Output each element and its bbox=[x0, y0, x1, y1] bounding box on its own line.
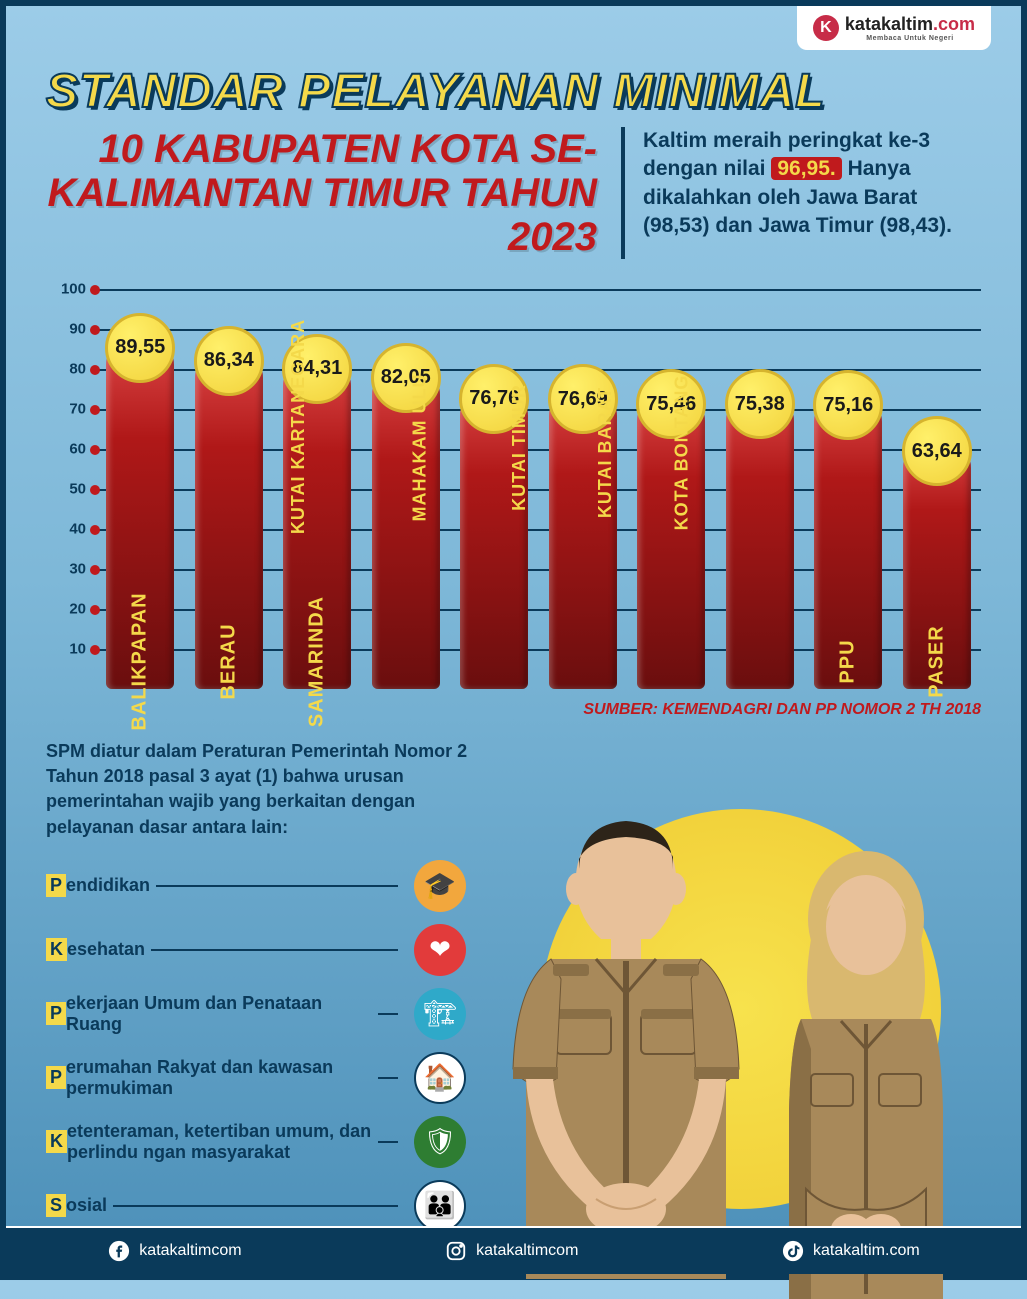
category-label: Sosial bbox=[46, 1182, 404, 1230]
bar-label: KUTAI BARAT bbox=[595, 387, 616, 518]
bar-paser: 63,64PASER bbox=[903, 434, 971, 689]
bar-value-badge: 89,55 bbox=[105, 313, 175, 383]
y-axis-label: 40 bbox=[46, 521, 86, 538]
footer-handle: katakaltimcom bbox=[476, 1242, 578, 1260]
category-label: Kesehatan bbox=[46, 926, 404, 974]
category-icon: 🏠 bbox=[414, 1052, 466, 1104]
y-axis-label: 100 bbox=[46, 281, 86, 298]
tiktok-icon bbox=[781, 1239, 805, 1263]
summary-text: Kaltim meraih peringkat ke-3 dengan nila… bbox=[621, 127, 981, 259]
bar-value-badge: 86,34 bbox=[194, 326, 264, 396]
bar-balikpapan: 89,55BALIKPAPAN bbox=[106, 331, 174, 689]
footer-handle: katakaltimcom bbox=[139, 1242, 241, 1260]
bar-value-badge: 63,64 bbox=[902, 416, 972, 486]
bar-value-badge: 75,16 bbox=[813, 370, 883, 440]
footer-facebook[interactable]: katakaltimcom bbox=[107, 1239, 241, 1263]
brand-text: katakaltim.com Membaca Untuk Negeri bbox=[845, 14, 975, 42]
y-axis-label: 30 bbox=[46, 561, 86, 578]
page-subtitle: 10 KABUPATEN KOTA SE-KALIMANTAN TIMUR TA… bbox=[46, 127, 597, 259]
y-axis-label: 10 bbox=[46, 641, 86, 658]
instagram-icon bbox=[444, 1239, 468, 1263]
spm-bar-chart: 102030405060708090100 89,55BALIKPAPAN86,… bbox=[46, 289, 981, 719]
category-icon: 🎓 bbox=[414, 860, 466, 912]
category-icon: 👪 bbox=[414, 1180, 466, 1232]
category-row: Ketenteraman, ketertiban umum, dan perli… bbox=[46, 1116, 466, 1168]
bar-value-badge: 75,38 bbox=[725, 369, 795, 439]
category-list: Pendidikan🎓Kesehatan❤Pekerjaan Umum dan … bbox=[46, 860, 466, 1232]
spm-description: SPM diatur dalam Peraturan Pemerintah No… bbox=[46, 739, 486, 840]
category-icon: 🏗 bbox=[414, 988, 466, 1040]
footer-handle: katakaltim.com bbox=[813, 1242, 920, 1260]
brand-badge: K katakaltim.com Membaca Untuk Negeri bbox=[797, 6, 991, 50]
y-axis-label: 90 bbox=[46, 321, 86, 338]
bar-label: KUTAI KARTANEGARA bbox=[288, 319, 309, 534]
category-row: Pekerjaan Umum dan Penataan Ruang🏗 bbox=[46, 988, 466, 1040]
footer-bar: katakaltimcom katakaltimcom katakaltim.c… bbox=[6, 1226, 1021, 1274]
bar-kota-bontang: 75,38KOTA BONTANG bbox=[726, 387, 794, 689]
facebook-icon bbox=[107, 1239, 131, 1263]
bar-label: SAMARINDA bbox=[306, 596, 329, 727]
category-icon: ❤ bbox=[414, 924, 466, 976]
category-label: Pekerjaan Umum dan Penataan Ruang bbox=[46, 990, 404, 1038]
category-label: Ketenteraman, ketertiban umum, dan perli… bbox=[46, 1118, 404, 1166]
y-axis-label: 80 bbox=[46, 361, 86, 378]
footer-tiktok[interactable]: katakaltim.com bbox=[781, 1239, 920, 1263]
category-label: Pendidikan bbox=[46, 862, 404, 910]
bar-label: BERAU bbox=[217, 623, 240, 699]
page-title: STANDAR PELAYANAN MINIMAL bbox=[46, 64, 981, 119]
bar-ppu: 75,16PPU bbox=[814, 388, 882, 689]
bar-label: KUTAI TIMUR bbox=[509, 384, 530, 511]
category-row: Pendidikan🎓 bbox=[46, 860, 466, 912]
y-axis-label: 50 bbox=[46, 481, 86, 498]
brand-icon: K bbox=[813, 15, 839, 41]
y-axis-label: 60 bbox=[46, 441, 86, 458]
category-label: Perumahan Rakyat dan kawasan permukiman bbox=[46, 1054, 404, 1102]
bar-label: PPU bbox=[837, 639, 860, 683]
bar-label: KOTA BONTANG bbox=[671, 375, 692, 531]
category-row: Sosial👪 bbox=[46, 1180, 466, 1232]
category-icon: 🛡 bbox=[414, 1116, 466, 1168]
y-axis-label: 70 bbox=[46, 401, 86, 418]
bar-label: PASER bbox=[925, 625, 948, 697]
bar-label: BALIKPAPAN bbox=[129, 592, 152, 730]
category-row: Kesehatan❤ bbox=[46, 924, 466, 976]
bar-label: MAHAKAM ULU bbox=[410, 373, 431, 521]
chart-source: SUMBER: KEMENDAGRI DAN PP NOMOR 2 TH 201… bbox=[583, 701, 981, 719]
footer-instagram[interactable]: katakaltimcom bbox=[444, 1239, 578, 1263]
bar-berau: 86,34BERAU bbox=[195, 344, 263, 689]
people-illustration bbox=[461, 759, 1001, 1299]
y-axis-label: 20 bbox=[46, 601, 86, 618]
category-row: Perumahan Rakyat dan kawasan permukiman🏠 bbox=[46, 1052, 466, 1104]
